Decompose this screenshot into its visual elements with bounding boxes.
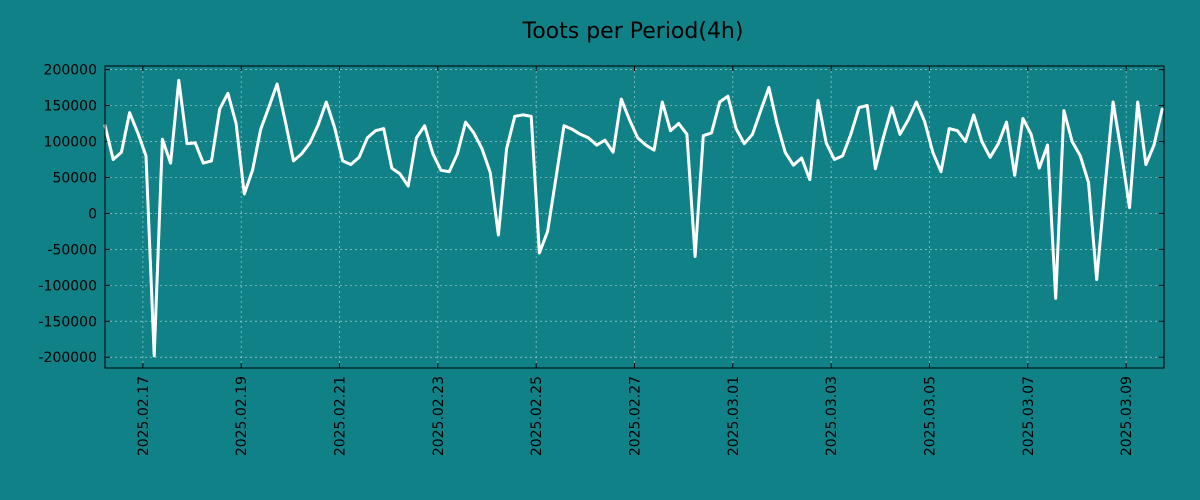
series-layer (103, 78, 1164, 358)
y-tick-label: 200000 (44, 63, 97, 79)
grid-layer (105, 66, 1164, 368)
series-line-toots (103, 78, 1164, 358)
y-tick-label: 150000 (44, 99, 97, 115)
x-tick-label: 2025.03.03 (824, 376, 840, 456)
y-tick-label: -200000 (39, 350, 98, 366)
tick-layer (105, 66, 1164, 368)
x-tick-label: 2025.03.07 (1021, 376, 1037, 456)
x-tick-label: 2025.02.19 (234, 376, 250, 456)
x-tick-label: 2025.03.09 (1119, 376, 1135, 456)
x-tick-label: 2025.02.25 (529, 376, 545, 456)
chart-title: Toots per Period(4h) (522, 19, 744, 44)
label-layer: 200000 150000 100000 50000 0 -50000 -100000 -15… (39, 63, 1136, 457)
y-tick-label: -100000 (39, 278, 98, 294)
y-tick-label: 50000 (52, 170, 97, 186)
x-tick-label: 2025.02.21 (333, 376, 349, 456)
x-tick-label: 2025.02.17 (136, 376, 152, 456)
x-tick-label: 2025.03.05 (922, 376, 938, 456)
x-tick-label: 2025.02.27 (628, 376, 644, 456)
y-tick-label: 100000 (44, 135, 97, 151)
y-tick-label: -50000 (47, 242, 97, 258)
plot-area-frame (104, 65, 1165, 369)
y-tick-label: -150000 (39, 314, 98, 330)
y-tick-label: 0 (88, 206, 97, 222)
x-tick-label: 2025.02.23 (431, 376, 447, 456)
x-tick-label: 2025.03.01 (726, 376, 742, 456)
